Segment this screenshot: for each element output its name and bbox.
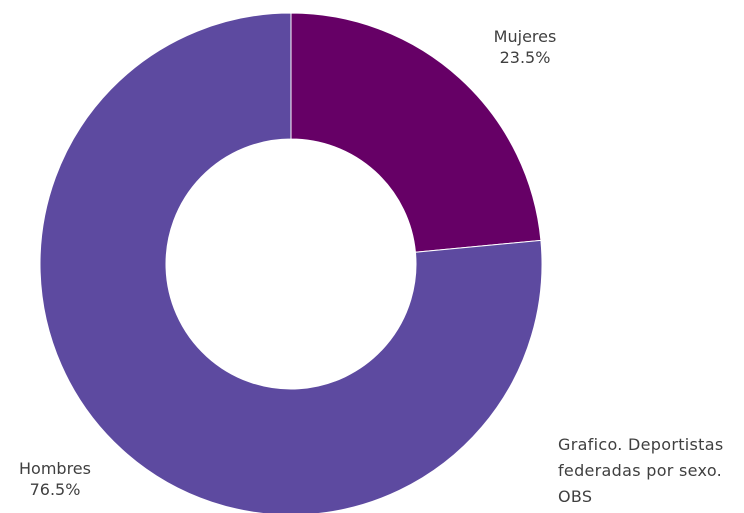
slice-label-mujeres-value: 23.5%: [499, 48, 551, 67]
slice-label-hombres-name: Hombres: [19, 459, 91, 478]
donut-slice-hombres: [39, 12, 543, 513]
slice-label-mujeres-name: Mujeres: [493, 27, 557, 46]
slice-label-mujeres: Mujeres 23.5%: [470, 26, 580, 68]
slice-label-hombres-value: 76.5%: [29, 480, 81, 499]
caption-line-1: Grafico. Deportistas: [558, 435, 724, 454]
donut-slices: [39, 12, 543, 513]
caption-line-2: federadas por sexo.: [558, 461, 723, 480]
chart-caption: Grafico. Deportistas federadas por sexo.…: [558, 432, 744, 510]
slice-label-hombres: Hombres 76.5%: [0, 458, 110, 500]
caption-line-3: OBS: [558, 487, 593, 506]
donut-slice-mujeres: [290, 12, 542, 253]
